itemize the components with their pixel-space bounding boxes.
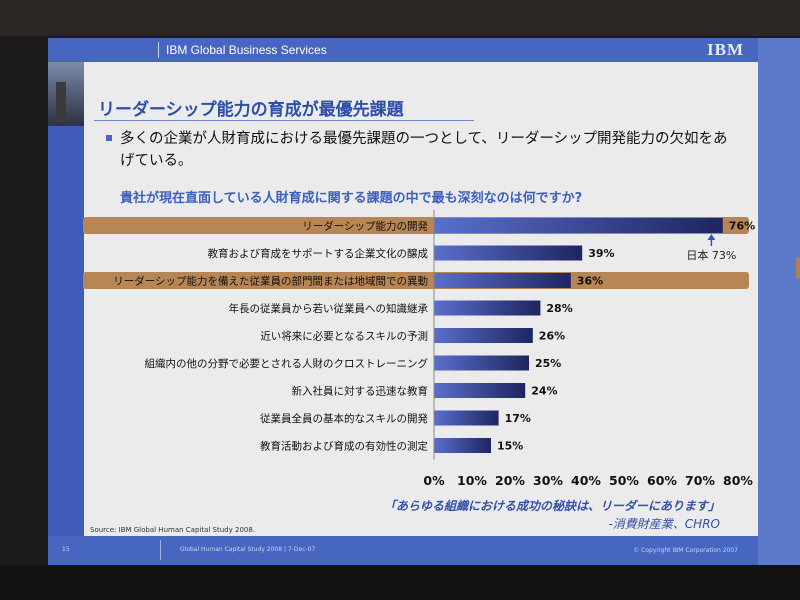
value-label: 17% — [505, 412, 531, 425]
annotation-label: 日本 73% — [686, 248, 736, 262]
bar — [434, 328, 533, 343]
x-tick-label: 70% — [685, 473, 715, 488]
footer-study-label: Global Human Capital Study 2008 | 7-Dec-… — [180, 546, 316, 553]
bullet-icon — [106, 135, 112, 141]
room-background-bottom — [0, 565, 800, 600]
footer-copyright: © Copyright IBM Corporation 2007 — [633, 547, 738, 554]
category-label: 新入社員に対する迅速な教育 — [292, 385, 429, 398]
bar — [434, 383, 526, 398]
value-label: 24% — [531, 385, 557, 398]
left-accent-bar — [48, 126, 84, 565]
x-tick-label: 80% — [723, 473, 753, 488]
value-label: 36% — [577, 275, 603, 288]
category-label: リーダーシップ能力を備えた従業員の部門間または地域間での異動 — [113, 275, 428, 288]
category-label: 組織内の他の分野で必要とされる人財のクロストレーニング — [145, 357, 429, 370]
value-label: 26% — [539, 330, 565, 343]
value-label: 28% — [546, 302, 572, 315]
room-background-top — [0, 0, 800, 36]
page-number: 15 — [62, 546, 70, 553]
x-tick-label: 30% — [533, 473, 563, 488]
source-note: Source: IBM Global Human Capital Study 2… — [90, 526, 256, 534]
title-underline — [94, 120, 474, 121]
bar — [434, 355, 529, 371]
slide-footer: 15 Global Human Capital Study 2008 | 7-D… — [48, 536, 758, 565]
quote-attribution: -消費財産業、CHRO — [608, 517, 720, 531]
category-label: 近い将来に必要となるスキルの予測 — [260, 330, 428, 343]
next-slide-edge — [758, 38, 800, 568]
bullet-text: 多くの企業が人財育成における最優先課題の一つとして、リーダーシップ開発能力の欠如… — [120, 131, 728, 169]
bar — [434, 245, 583, 261]
category-label: 年長の従業員から若い従業員への知識継承 — [229, 302, 429, 315]
next-slide-band — [796, 258, 800, 278]
x-tick-label: 10% — [457, 473, 487, 488]
x-tick-label: 0% — [423, 473, 445, 488]
header-title: IBM Global Business Services — [166, 43, 327, 57]
slide-header: IBM Global Business Services IBM — [48, 38, 758, 62]
footer-separator — [160, 540, 161, 560]
annotation-arrowhead — [707, 234, 716, 240]
slide-title: リーダーシップ能力の育成が最優先課題 — [98, 100, 404, 120]
ibm-logo: IBM — [707, 40, 744, 59]
presentation-slide: IBM Global Business Services IBM リーダーシップ… — [48, 38, 758, 565]
value-label: 39% — [588, 247, 614, 260]
category-label: 教育活動および育成の有効性の測定 — [260, 440, 428, 453]
bar — [434, 438, 491, 453]
bar — [434, 273, 571, 288]
highlight-band — [83, 271, 749, 289]
bar-chart: リーダーシップ能力の開発 76% 教育および育成をサポートする企業文化の醸成 39% リ… — [113, 210, 755, 488]
x-tick-label: 50% — [609, 473, 639, 488]
header-separator — [158, 42, 159, 58]
value-label: 25% — [535, 357, 561, 370]
quote-text: 「あらゆる組織における成功の秘訣は、リーダーにあります」 — [383, 499, 720, 513]
x-tick-label: 40% — [571, 473, 601, 488]
bar — [434, 218, 723, 233]
survey-question: 貴社が現在直面している人財育成に関する課題の中で最も深刻なのは何ですか? — [120, 191, 583, 206]
header-photo — [48, 62, 84, 126]
category-label: 従業員全員の基本的なスキルの開発 — [260, 412, 428, 425]
bar — [434, 410, 499, 426]
category-label: 教育および育成をサポートする企業文化の醸成 — [208, 247, 429, 260]
x-tick-label: 20% — [495, 473, 525, 488]
bar — [434, 300, 541, 316]
x-tick-label: 60% — [647, 473, 677, 488]
value-label: 15% — [497, 440, 523, 453]
category-label: リーダーシップ能力の開発 — [302, 220, 428, 233]
value-label: 76% — [729, 220, 755, 233]
